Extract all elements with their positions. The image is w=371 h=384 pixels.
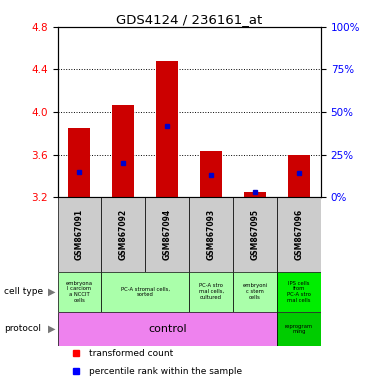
Bar: [233, 272, 277, 312]
Text: GSM867094: GSM867094: [163, 209, 172, 260]
Bar: [244, 192, 266, 197]
Text: GSM867095: GSM867095: [250, 209, 260, 260]
Text: GSM867092: GSM867092: [119, 209, 128, 260]
Bar: [156, 61, 178, 197]
Text: ▶: ▶: [48, 324, 56, 334]
Text: cell type: cell type: [4, 287, 43, 296]
Text: reprogram
ming: reprogram ming: [285, 324, 313, 334]
Text: PC-A stromal cells,
sorted: PC-A stromal cells, sorted: [121, 286, 170, 297]
Text: IPS cells
from
PC-A stro
mal cells: IPS cells from PC-A stro mal cells: [287, 281, 311, 303]
Text: GSM867093: GSM867093: [207, 209, 216, 260]
Text: embryona
l carciom
a NCCIT
cells: embryona l carciom a NCCIT cells: [66, 281, 93, 303]
Text: protocol: protocol: [4, 324, 41, 333]
Text: GSM867091: GSM867091: [75, 209, 84, 260]
Bar: [145, 197, 189, 272]
Bar: [233, 197, 277, 272]
Bar: [277, 272, 321, 312]
Title: GDS4124 / 236161_at: GDS4124 / 236161_at: [116, 13, 262, 26]
Text: PC-A stro
mal cells,
cultured: PC-A stro mal cells, cultured: [198, 283, 224, 300]
Text: control: control: [148, 324, 187, 334]
Bar: [58, 197, 101, 272]
Text: embryoni
c stem
cells: embryoni c stem cells: [242, 283, 268, 300]
Bar: [189, 197, 233, 272]
Bar: [58, 272, 101, 312]
Bar: [288, 155, 310, 197]
Bar: [189, 272, 233, 312]
Bar: [112, 104, 134, 197]
Bar: [200, 151, 222, 197]
Bar: [277, 312, 321, 346]
Text: GSM867096: GSM867096: [295, 209, 303, 260]
Bar: [101, 197, 145, 272]
Text: ▶: ▶: [48, 287, 56, 297]
Text: transformed count: transformed count: [89, 349, 173, 358]
Bar: [58, 312, 277, 346]
Bar: [69, 128, 91, 197]
Bar: [277, 197, 321, 272]
Text: percentile rank within the sample: percentile rank within the sample: [89, 367, 242, 376]
Bar: [101, 272, 189, 312]
